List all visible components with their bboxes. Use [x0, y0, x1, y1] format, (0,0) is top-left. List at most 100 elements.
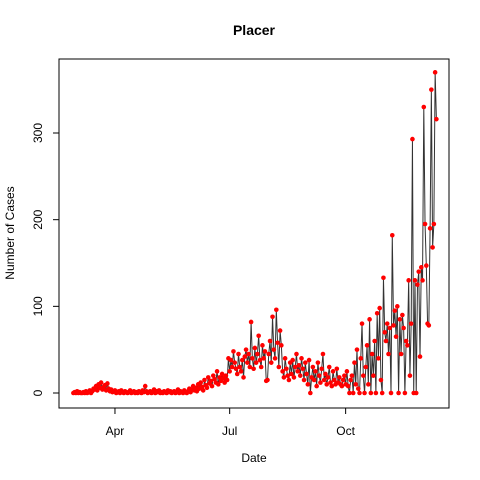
plot-box [58, 58, 450, 409]
data-point [372, 338, 377, 344]
data-point [401, 325, 406, 331]
data-point [310, 364, 316, 370]
data-point [262, 349, 268, 354]
data-point [408, 321, 414, 326]
data-point [284, 366, 289, 372]
data-point [368, 390, 374, 396]
data-point [367, 317, 372, 322]
data-point [282, 356, 288, 361]
data-point [256, 333, 261, 339]
data-point [355, 386, 361, 391]
y-tick-label: 200 [31, 209, 45, 229]
data-point [405, 343, 410, 348]
data-point [410, 136, 415, 142]
data-point [209, 383, 215, 389]
data-point [407, 373, 413, 378]
data-point [398, 351, 404, 357]
data-point [281, 375, 287, 380]
data-point [212, 376, 217, 382]
data-point [421, 104, 427, 110]
data-point [294, 351, 299, 357]
x-axis-label: Date [241, 451, 267, 465]
y-tick-label: 100 [31, 296, 45, 316]
data-point [261, 356, 267, 361]
data-point [358, 356, 364, 361]
data-point [216, 382, 221, 387]
data-point [228, 357, 234, 363]
data-point [271, 347, 277, 352]
data-point [350, 390, 356, 396]
data-point [286, 377, 292, 383]
data-point [210, 373, 216, 378]
data-point [387, 325, 393, 331]
data-point [248, 319, 254, 325]
data-point [301, 377, 307, 383]
x-tick-label: Jul [222, 424, 237, 438]
data-point [412, 278, 418, 283]
data-point [289, 371, 294, 377]
data-point [202, 377, 207, 383]
data-point [391, 323, 396, 328]
data-point [267, 338, 273, 344]
data-point [231, 349, 236, 354]
data-point [371, 373, 376, 378]
data-point [217, 375, 222, 380]
data-point [395, 304, 400, 309]
data-point [392, 308, 398, 313]
data-point [347, 390, 352, 396]
data-point [223, 373, 229, 378]
data-point [424, 263, 429, 268]
data-point [353, 382, 359, 387]
data-point [415, 282, 420, 287]
data-point [285, 373, 290, 378]
data-point [280, 369, 285, 374]
data-point [340, 377, 346, 383]
data-point [354, 347, 360, 352]
data-point [219, 371, 225, 377]
data-point [318, 380, 323, 385]
data-point [266, 351, 272, 357]
data-point [376, 356, 381, 361]
data-point [345, 383, 351, 389]
data-point [329, 383, 335, 389]
data-point [229, 364, 235, 370]
data-point [142, 383, 148, 389]
data-point [352, 360, 357, 365]
data-point [252, 345, 258, 351]
data-point [237, 364, 243, 370]
data-point [418, 265, 424, 270]
data-point [373, 390, 379, 396]
data-point [275, 340, 280, 346]
data-point [250, 356, 255, 361]
data-point [363, 364, 369, 370]
data-point [233, 366, 239, 372]
data-point [214, 369, 220, 374]
data-point [431, 221, 437, 227]
x-tick-label: Apr [106, 424, 125, 438]
data-point [420, 278, 425, 283]
data-point [377, 305, 382, 311]
data-point [360, 373, 366, 378]
data-point [429, 87, 434, 92]
data-point [208, 378, 214, 384]
data-point [383, 338, 389, 344]
data-point [291, 375, 297, 380]
data-point [204, 385, 210, 391]
data-point [234, 371, 240, 377]
data-point [400, 312, 405, 318]
data-point [227, 369, 232, 374]
data-point [270, 314, 275, 320]
data-point [279, 343, 284, 348]
data-point [258, 364, 264, 370]
data-point [325, 375, 331, 380]
data-point [255, 351, 260, 357]
data-point [379, 390, 385, 396]
data-point [427, 226, 433, 231]
data-point [362, 390, 367, 396]
data-point [243, 347, 249, 352]
data-point [416, 269, 422, 274]
data-point [239, 357, 245, 363]
data-point [389, 232, 395, 238]
